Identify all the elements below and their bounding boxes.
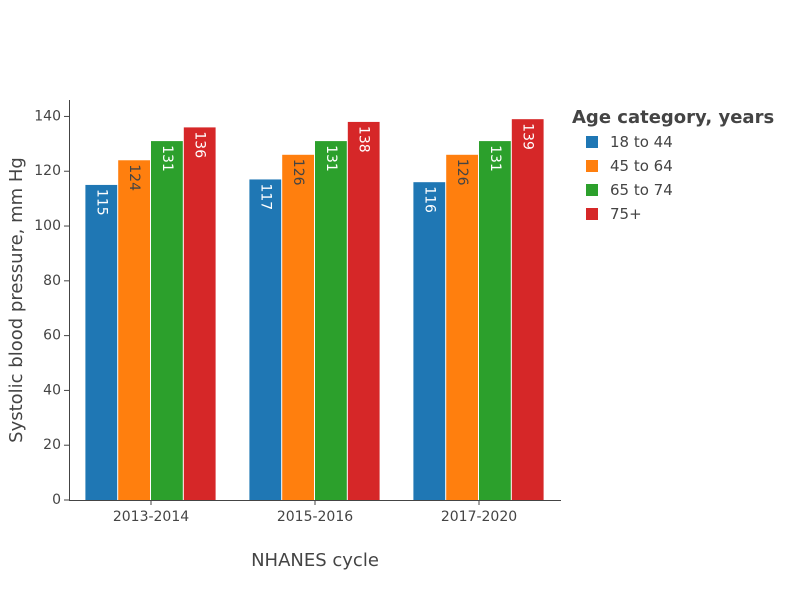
y-tick-label: 0	[52, 492, 61, 508]
bar-value-label: 117	[257, 183, 273, 210]
x-tick-label: 2015-2016	[277, 509, 353, 525]
bar	[413, 182, 446, 500]
legend-item[interactable]: 75+	[586, 202, 774, 226]
legend-item[interactable]: 65 to 74	[586, 178, 774, 202]
y-axis-title: Systolic blood pressure, mm Hg	[6, 157, 27, 443]
legend: Age category, years 18 to 44 45 to 64 65 t…	[572, 107, 774, 226]
bar	[446, 154, 478, 501]
y-tick-label: 20	[43, 437, 61, 453]
legend-label: 75+	[610, 205, 642, 223]
legend-swatch	[586, 160, 598, 172]
bar-value-label: 131	[323, 145, 339, 172]
bar	[183, 127, 216, 501]
x-axis: 2013-2014 2015-2016 2017-2020	[69, 500, 561, 525]
bars-group	[85, 119, 544, 501]
x-tick-label: 2017-2020	[441, 509, 517, 525]
x-tick-label: 2013-2014	[113, 509, 189, 525]
bar-value-label: 126	[454, 159, 470, 186]
legend-label: 18 to 44	[610, 133, 673, 151]
legend-swatch	[586, 208, 598, 220]
legend-label: 65 to 74	[610, 181, 673, 199]
bar	[85, 184, 118, 500]
y-tick-label: 60	[43, 328, 61, 344]
y-tick-label: 120	[34, 163, 61, 179]
legend-label: 45 to 64	[610, 157, 673, 175]
y-tick-label: 100	[34, 218, 61, 234]
y-axis: 0 20 40 60 80 100 120 140	[34, 100, 70, 508]
y-tick-label: 80	[43, 273, 61, 289]
legend-item[interactable]: 18 to 44	[586, 130, 774, 154]
y-tick-label: 40	[43, 382, 61, 398]
bar-value-label: 115	[93, 189, 109, 216]
bar	[151, 141, 183, 500]
bar	[511, 119, 544, 501]
bar	[347, 121, 380, 501]
x-axis-title: NHANES cycle	[251, 550, 379, 571]
legend-items: 18 to 44 45 to 64 65 to 74 75+	[572, 130, 774, 226]
y-tick-label: 140	[34, 108, 61, 124]
bar-value-label: 116	[421, 186, 437, 213]
bar-value-label: 136	[192, 131, 208, 158]
bar-value-label: 139	[520, 123, 536, 150]
bar-value-label: 126	[290, 159, 306, 186]
bar-value-label: 131	[159, 145, 175, 172]
bar-value-label: 138	[356, 126, 372, 153]
bar-value-label: 124	[126, 164, 142, 191]
bar	[282, 154, 314, 501]
legend-item[interactable]: 45 to 64	[586, 154, 774, 178]
legend-title: Age category, years	[572, 107, 775, 128]
bar-value-label: 131	[487, 145, 503, 172]
bar	[315, 141, 347, 500]
bar-labels-group: 115 124 131 136 117 126 131 138 116 126 131 139	[93, 123, 535, 215]
bar	[118, 160, 150, 500]
legend-swatch	[586, 136, 598, 148]
bar	[249, 179, 282, 500]
bar	[479, 141, 511, 500]
legend-swatch	[586, 184, 598, 196]
